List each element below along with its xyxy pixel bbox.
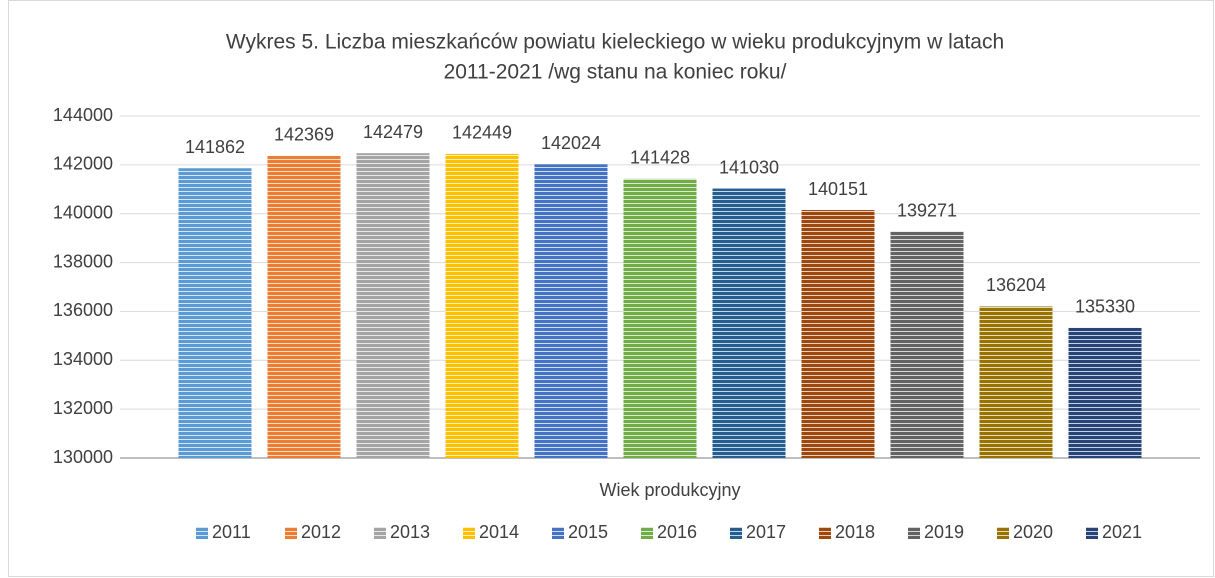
chart-title: 2011-2021 /wg stanu na koniec roku/	[444, 61, 787, 84]
legend-swatch	[641, 527, 653, 539]
legend-label: 2016	[657, 522, 697, 542]
legend-label: 2019	[924, 522, 964, 542]
legend-label: 2015	[568, 522, 608, 542]
legend-swatch	[1086, 527, 1098, 539]
legend-label: 2020	[1013, 522, 1053, 542]
bar	[801, 210, 875, 458]
y-tick-label: 142000	[53, 154, 113, 174]
bar	[356, 153, 430, 458]
y-tick-label: 138000	[53, 251, 113, 271]
legend-swatch	[908, 527, 920, 539]
data-label: 139271	[897, 200, 957, 220]
y-tick-label: 144000	[53, 105, 113, 125]
data-label: 142369	[274, 125, 334, 145]
y-tick-label: 136000	[53, 300, 113, 320]
chart-title: Wykres 5. Liczba mieszkańców powiatu kie…	[226, 31, 1004, 54]
legend-label: 2014	[479, 522, 519, 542]
bar	[534, 164, 608, 458]
data-label: 136204	[986, 275, 1046, 295]
legend-swatch	[819, 527, 831, 539]
data-label: 135330	[1075, 297, 1135, 317]
y-tick-label: 134000	[53, 349, 113, 369]
legend-swatch	[285, 527, 297, 539]
legend-label: 2012	[301, 522, 341, 542]
legend-swatch	[374, 527, 386, 539]
data-label: 142449	[452, 123, 512, 143]
legend-label: 2013	[390, 522, 430, 542]
data-label: 142479	[363, 122, 423, 142]
legend-swatch	[463, 527, 475, 539]
y-tick-label: 130000	[53, 447, 113, 467]
legend-swatch	[997, 527, 1009, 539]
y-tick-label: 132000	[53, 398, 113, 418]
legend-label: 2017	[746, 522, 786, 542]
data-label: 141030	[719, 157, 779, 177]
bar	[979, 306, 1053, 458]
legend-label: 2018	[835, 522, 875, 542]
bar	[890, 231, 964, 458]
data-label: 140151	[808, 179, 868, 199]
bar	[712, 188, 786, 458]
bar	[1068, 327, 1142, 458]
legend-swatch	[196, 527, 208, 539]
legend-label: 2021	[1102, 522, 1142, 542]
bar	[267, 155, 341, 458]
legend-label: 2011	[212, 522, 251, 542]
bar	[445, 153, 519, 458]
y-tick-label: 140000	[53, 202, 113, 222]
data-label: 141862	[185, 137, 245, 157]
bar	[623, 178, 697, 458]
legend-swatch	[552, 527, 564, 539]
x-tick-label: Wiek produkcyjny	[599, 480, 740, 500]
data-label: 141428	[630, 148, 690, 168]
bar	[178, 168, 252, 459]
data-label: 142024	[541, 133, 601, 153]
legend-swatch	[730, 527, 742, 539]
